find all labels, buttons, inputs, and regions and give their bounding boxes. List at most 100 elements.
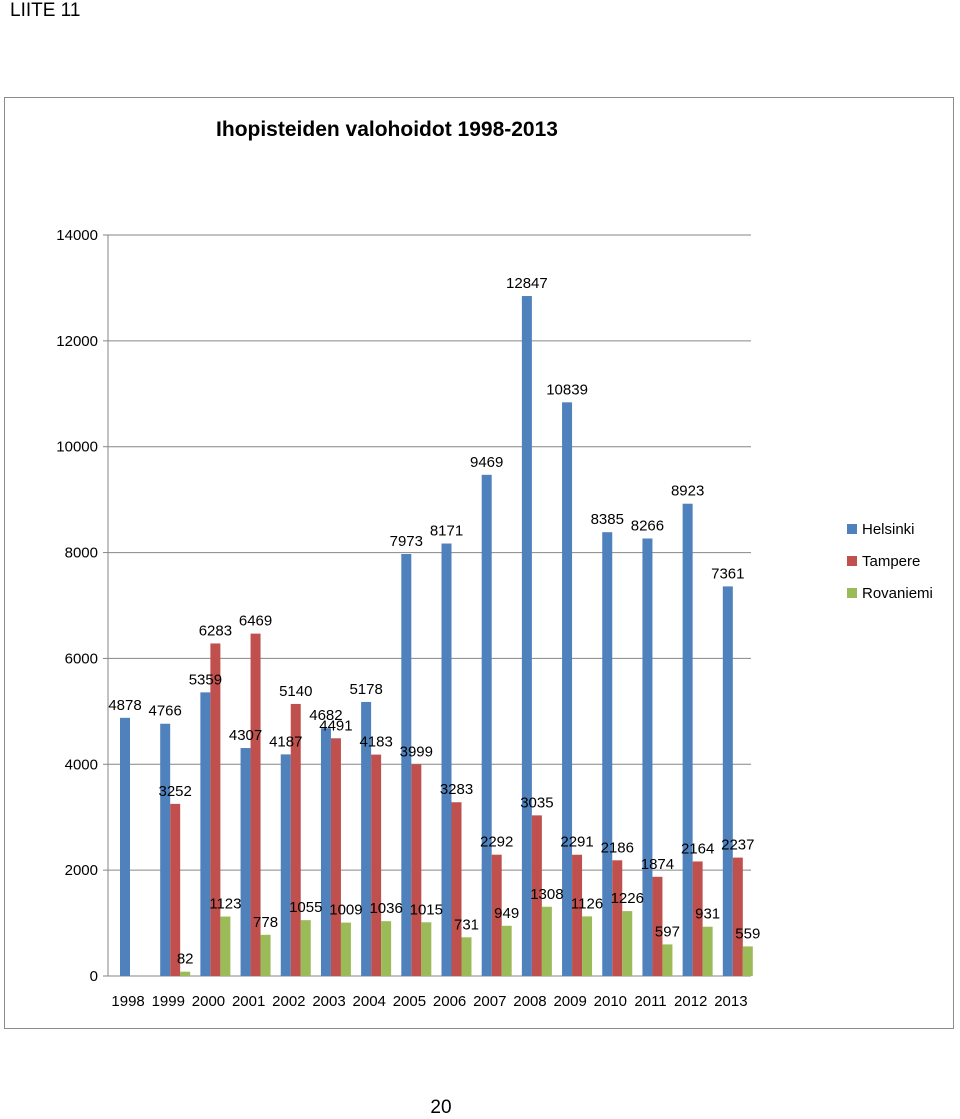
bar-tampere-2011 bbox=[652, 876, 663, 976]
bar-rovaniemi-2003 bbox=[340, 922, 351, 976]
y-tick-label: 4000 bbox=[65, 756, 98, 773]
page-header: LIITE 11 bbox=[10, 0, 81, 21]
bar-tampere-2004 bbox=[371, 754, 382, 976]
bar-helsinki-2013 bbox=[722, 586, 733, 976]
data-label: 4491 bbox=[319, 717, 352, 734]
data-label: 10839 bbox=[546, 381, 588, 398]
bars bbox=[120, 296, 753, 977]
bar-tampere-2010 bbox=[612, 860, 623, 976]
bar-rovaniemi-2012 bbox=[702, 926, 713, 976]
data-label: 2237 bbox=[721, 837, 754, 854]
bar-tampere-2003 bbox=[330, 738, 341, 976]
x-tick-label: 2013 bbox=[714, 993, 747, 1010]
bar-rovaniemi-2006 bbox=[461, 937, 472, 976]
data-label: 2292 bbox=[480, 834, 513, 851]
data-label: 731 bbox=[454, 916, 479, 933]
x-tick-label: 2005 bbox=[393, 993, 426, 1010]
bar-helsinki-2011 bbox=[642, 538, 653, 976]
data-label: 4878 bbox=[108, 697, 141, 714]
x-tick-label: 2007 bbox=[473, 993, 506, 1010]
bar-rovaniemi-2013 bbox=[742, 946, 753, 976]
bar-helsinki-2009 bbox=[562, 402, 573, 976]
bar-helsinki-2006 bbox=[441, 543, 452, 976]
bar-helsinki-2001 bbox=[240, 748, 251, 976]
data-label: 8266 bbox=[631, 517, 664, 534]
legend-swatch-helsinki bbox=[847, 524, 857, 534]
data-label: 4766 bbox=[149, 703, 182, 720]
data-label: 3035 bbox=[520, 794, 553, 811]
bar-tampere-2013 bbox=[732, 857, 743, 976]
bar-rovaniemi-2007 bbox=[501, 925, 512, 976]
bar-helsinki-1998 bbox=[120, 717, 130, 976]
data-label: 6283 bbox=[199, 622, 232, 639]
x-axis-ticks: 1998 1999 2000 2001 2002 2003 2004 2005 2006 2007… bbox=[111, 993, 747, 1010]
bar-helsinki-2000 bbox=[200, 692, 211, 976]
y-tick-label: 8000 bbox=[65, 545, 98, 562]
bar-helsinki-2002 bbox=[280, 754, 291, 976]
data-label: 778 bbox=[253, 914, 278, 931]
data-label: 1308 bbox=[530, 886, 563, 903]
bar-helsinki-2010 bbox=[602, 532, 613, 976]
data-label: 3999 bbox=[400, 743, 433, 760]
bar-tampere-1999 bbox=[170, 803, 181, 976]
x-tick-label: 2004 bbox=[353, 993, 386, 1010]
data-label: 1055 bbox=[289, 899, 322, 916]
x-tick-label: 2008 bbox=[513, 993, 546, 1010]
bar-tampere-2002 bbox=[290, 703, 301, 976]
x-tick-label: 1998 bbox=[111, 993, 144, 1010]
data-label: 8385 bbox=[591, 511, 624, 528]
bar-rovaniemi-2004 bbox=[381, 921, 392, 976]
data-label: 931 bbox=[695, 906, 720, 923]
bar-helsinki-1999 bbox=[160, 723, 171, 976]
data-label: 82 bbox=[177, 951, 194, 968]
y-tick-label: 2000 bbox=[65, 862, 98, 879]
data-label: 2186 bbox=[601, 839, 634, 856]
legend-swatch-tampere bbox=[847, 556, 857, 566]
data-label: 4187 bbox=[269, 733, 302, 750]
data-label: 597 bbox=[655, 923, 680, 940]
data-label: 8923 bbox=[671, 483, 704, 500]
data-label: 559 bbox=[735, 925, 760, 942]
bar-chart: Ihopisteiden valohoidot 1998-2013 0 2000 4… bbox=[56, 118, 933, 1010]
data-label: 4307 bbox=[229, 727, 262, 744]
data-label: 1226 bbox=[611, 890, 644, 907]
x-tick-label: 2002 bbox=[272, 993, 305, 1010]
bar-helsinki-2008 bbox=[521, 296, 532, 977]
bar-rovaniemi-2002 bbox=[300, 920, 311, 976]
y-axis-ticks: 0 2000 4000 6000 8000 10000 12000 14000 bbox=[56, 227, 98, 985]
bar-tampere-2005 bbox=[411, 764, 422, 976]
bar-rovaniemi-2001 bbox=[260, 934, 271, 976]
data-label: 5178 bbox=[349, 681, 382, 698]
chart-frame: Ihopisteiden valohoidot 1998-2013 0 2000 4… bbox=[4, 97, 954, 1029]
bar-tampere-2000 bbox=[210, 643, 221, 976]
data-label: 7361 bbox=[711, 565, 744, 582]
data-label: 949 bbox=[494, 905, 519, 922]
data-label: 4682 bbox=[309, 707, 342, 724]
bar-rovaniemi-2008 bbox=[541, 906, 552, 976]
bar-rovaniemi-2000 bbox=[220, 916, 231, 976]
bar-helsinki-2003 bbox=[320, 728, 331, 976]
bar-rovaniemi-2009 bbox=[582, 916, 593, 976]
data-label: 1036 bbox=[369, 900, 402, 917]
data-label: 2164 bbox=[681, 840, 714, 857]
data-labels: 4878 4766 5359 4307 4187 4682 5178 7973 8171 9469… bbox=[108, 275, 760, 968]
bar-tampere-2007 bbox=[491, 854, 502, 976]
data-label: 6469 bbox=[239, 613, 272, 630]
data-label: 4183 bbox=[359, 734, 392, 751]
bar-helsinki-2005 bbox=[401, 554, 412, 976]
bar-rovaniemi-1999 bbox=[180, 971, 191, 976]
y-tick-label: 6000 bbox=[65, 650, 98, 667]
bar-tampere-2012 bbox=[692, 861, 703, 976]
data-label: 1126 bbox=[571, 895, 603, 912]
data-label: 9469 bbox=[470, 454, 503, 471]
page-number: 20 bbox=[430, 1097, 452, 1118]
x-tick-label: 2001 bbox=[232, 993, 265, 1010]
data-label: 1123 bbox=[209, 896, 241, 913]
data-label: 1009 bbox=[329, 902, 362, 919]
y-tick-label: 12000 bbox=[56, 333, 98, 350]
bar-rovaniemi-2011 bbox=[662, 944, 673, 976]
legend-label-helsinki: Helsinki bbox=[862, 521, 915, 538]
x-tick-label: 2012 bbox=[674, 993, 707, 1010]
data-label: 3252 bbox=[159, 783, 192, 800]
data-label: 1015 bbox=[410, 901, 443, 918]
